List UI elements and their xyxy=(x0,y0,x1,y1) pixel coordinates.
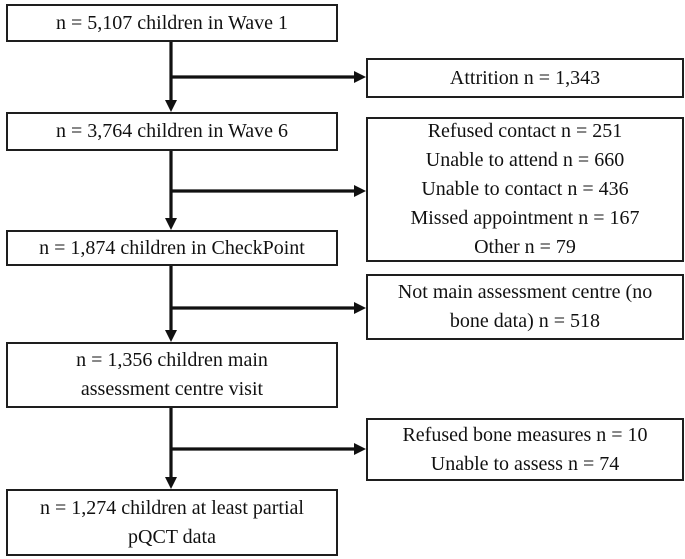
flow-box-wave1: n = 5,107 children in Wave 1 xyxy=(6,4,338,42)
arrow-branch-attrition xyxy=(171,71,366,83)
flow-box-checkpoint: n = 1,874 children in CheckPoint xyxy=(6,230,338,266)
arrow-wave6-to-checkpoint xyxy=(165,151,177,230)
arrow-branch-not-main-centre xyxy=(171,302,366,314)
arrow-main-assessment-to-pqct xyxy=(165,408,177,489)
side-box-attrition: Attrition n = 1,343 xyxy=(366,58,684,98)
arrow-branch-bone-exclusions xyxy=(171,443,366,455)
flow-box-wave6: n = 3,764 children in Wave 6 xyxy=(6,112,338,151)
side-box-bone-exclusions: Refused bone measures n = 10 Unable to a… xyxy=(366,418,684,481)
side-box-not-main-centre: Not main assessment centre (no bone data… xyxy=(366,274,684,340)
arrow-wave1-to-wave6 xyxy=(165,42,177,112)
side-box-wave6-exclusions: Refused contact n = 251 Unable to attend… xyxy=(366,117,684,262)
arrow-branch-wave6-exclusions xyxy=(171,185,366,197)
flow-box-main-assessment-visit: n = 1,356 children main assessment centr… xyxy=(6,342,338,408)
arrow-checkpoint-to-main-assessment xyxy=(165,266,177,342)
flow-box-pqct-data: n = 1,274 children at least partial pQCT… xyxy=(6,489,338,556)
